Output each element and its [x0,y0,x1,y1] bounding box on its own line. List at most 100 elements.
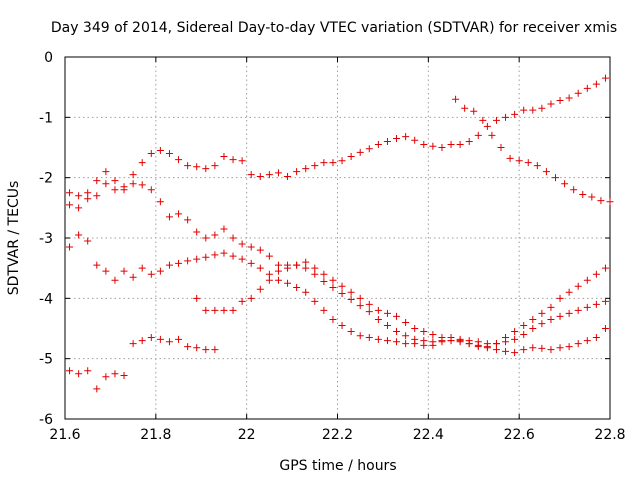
data-point [497,144,505,151]
x-tick-label: 22 [238,427,256,443]
data-point [565,309,573,317]
data-point [265,276,273,284]
data-point [502,113,510,121]
data-point [393,134,401,142]
data-point [274,261,282,269]
data-point [547,303,555,311]
data-point [438,144,446,151]
data-point [474,131,482,139]
data-point [211,162,219,170]
data-point [574,306,582,314]
data-points [66,74,614,393]
data-point [129,171,137,179]
data-point [492,340,500,348]
data-point [511,110,519,118]
data-point [293,168,301,176]
data-point [211,251,219,259]
data-point [66,367,74,375]
data-point [456,335,464,343]
data-point [211,306,219,314]
data-point [347,328,355,336]
data-point [347,153,355,161]
data-point [520,321,528,329]
y-tick-label: 0 [44,50,53,66]
data-point [529,315,537,323]
data-point [147,270,155,278]
data-point [165,338,173,346]
data-point [75,231,83,239]
data-point [247,294,255,302]
data-point [184,257,192,265]
data-point [293,261,301,269]
data-point [247,243,255,251]
data-point [193,344,201,352]
data-point [601,325,609,332]
data-point [220,249,228,257]
data-point [193,255,201,263]
data-point [229,306,237,314]
data-point [374,140,382,148]
data-point [383,309,391,317]
data-point [175,156,183,164]
data-point [556,312,564,320]
data-point [565,343,573,351]
data-point [601,74,609,82]
data-point [102,168,110,176]
data-point [520,106,528,114]
data-point [147,334,155,342]
data-point [311,264,319,272]
data-point [601,264,609,272]
data-point [220,225,228,233]
x-tick-label: 22.4 [413,427,444,443]
data-point [520,331,528,339]
data-point [588,193,596,201]
data-point [120,372,128,380]
data-point [284,172,292,180]
data-point [383,337,391,345]
data-point [456,140,464,148]
data-point [202,234,210,242]
data-point [120,267,128,275]
data-point [574,89,582,97]
data-point [302,288,310,296]
data-point [302,165,310,173]
data-point [66,201,74,209]
data-point [411,325,419,332]
data-point [365,145,373,153]
data-point [175,335,183,343]
data-point [483,122,491,130]
data-point [284,279,292,287]
x-tick-labels: 21.6 21.8 22 22.2 22.4 22.6 22.8 [49,427,625,443]
data-point [138,181,146,189]
data-point [420,337,428,345]
data-point [274,169,282,177]
data-point [420,140,428,148]
data-point [138,337,146,345]
data-point [274,276,282,284]
data-point [193,228,201,236]
data-point [374,306,382,314]
data-point [538,309,546,317]
data-point [184,343,192,351]
data-point [265,252,273,260]
data-point [247,171,255,179]
data-point [229,234,237,242]
data-point [129,180,137,188]
data-point [265,171,273,179]
data-point [256,285,264,293]
data-point [338,282,346,290]
data-point [393,328,401,336]
data-point [220,306,228,314]
y-tick-label: -4 [39,291,53,307]
data-point [102,373,110,381]
data-point [184,162,192,170]
data-point [320,159,328,167]
data-point [579,191,587,199]
data-point [329,283,337,291]
data-point [492,116,500,124]
data-point [156,198,164,206]
y-tick-label: -1 [39,110,53,126]
data-point [84,367,92,375]
x-tick-label: 21.8 [140,427,171,443]
